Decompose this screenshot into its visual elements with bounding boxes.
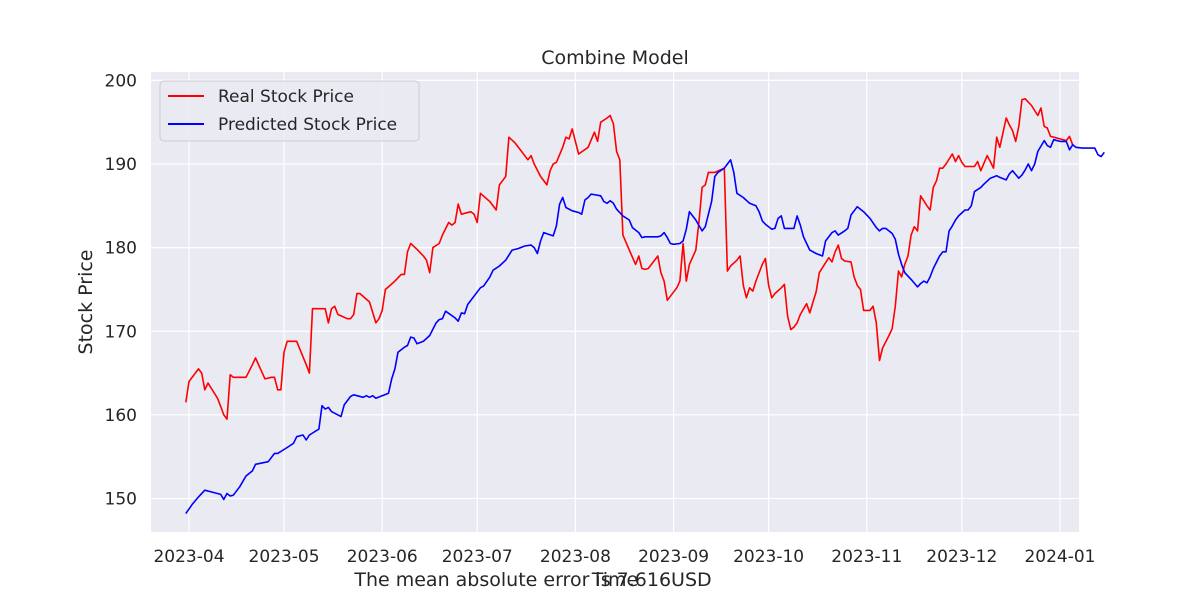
x-tick-label: 2023-08 [540, 547, 611, 567]
legend: Real Stock Price Predicted Stock Price [159, 80, 420, 142]
predicted-stock-price-line [185, 138, 1105, 515]
x-tick-label: 2023-09 [638, 547, 709, 567]
legend-box [159, 80, 420, 142]
plot-area [151, 72, 1079, 532]
y-axis-label: Stock Price [75, 250, 97, 355]
series-lines [185, 98, 1105, 515]
x-tick-label: 2023-06 [347, 547, 418, 567]
chart-title: Combine Model [541, 47, 689, 69]
x-tick-label: 2023-12 [926, 547, 997, 567]
y-tick-label: 180 [105, 239, 137, 259]
legend-label-real: Real Stock Price [218, 87, 354, 107]
x-tick-label: 2023-04 [153, 547, 224, 567]
x-tick-label: 2023-11 [831, 547, 902, 567]
x-tick-label: 2024-01 [1024, 547, 1095, 567]
x-tick-label: 2023-05 [249, 547, 320, 567]
x-axis-label: Time [591, 569, 639, 591]
real-stock-price-line [185, 98, 1074, 420]
y-tick-label: 170 [105, 322, 137, 342]
y-tick-label: 200 [105, 71, 137, 91]
tick-labels: 150 160 170 180 190 200 2023-04 2023-05 2023-06 2… [105, 71, 1096, 567]
legend-label-predicted: Predicted Stock Price [218, 115, 397, 135]
grid [151, 72, 1079, 532]
x-tick-label: 2023-10 [733, 547, 804, 567]
x-tick-label: 2023-07 [442, 547, 513, 567]
y-tick-label: 190 [105, 155, 137, 175]
y-tick-label: 150 [105, 490, 137, 510]
y-tick-label: 160 [105, 406, 137, 426]
mean-absolute-error-caption: The mean absolute error is 7.616USD [353, 569, 711, 591]
